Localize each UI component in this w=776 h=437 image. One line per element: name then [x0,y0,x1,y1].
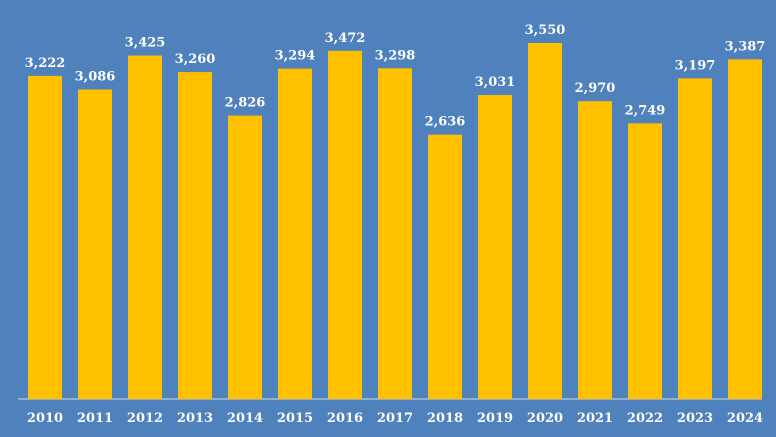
data-label-2023: 3,197 [675,58,716,73]
bar-2017 [378,68,412,399]
bar-2015 [278,68,312,399]
bar-2018 [428,134,462,399]
bar-2012 [128,55,162,399]
bar-2019 [478,95,512,399]
data-label-2014: 2,826 [225,96,266,111]
data-label-2020: 3,550 [525,23,566,38]
x-tick-label-2013: 2013 [177,411,213,426]
x-tick-label-2021: 2021 [577,411,613,426]
data-label-2010: 3,222 [25,56,66,71]
data-label-2013: 3,260 [175,52,216,67]
bar-2021 [578,101,612,399]
x-tick-label-2012: 2012 [127,411,163,426]
bar-2013 [178,72,212,399]
bar-2022 [628,123,662,400]
data-label-2022: 2,749 [625,103,666,118]
bar-2016 [328,50,362,400]
x-tick-label-2010: 2010 [27,411,63,426]
data-label-2015: 3,294 [275,49,316,64]
x-tick-label-2015: 2015 [277,411,313,426]
x-tick-label-2024: 2024 [727,411,763,426]
data-label-2016: 3,472 [325,31,366,46]
data-label-2018: 2,636 [425,115,466,130]
x-tick-label-2019: 2019 [477,411,513,426]
x-tick-label-2016: 2016 [327,411,363,426]
data-label-2021: 2,970 [575,81,616,96]
bar-2010 [28,75,62,399]
x-tick-label-2014: 2014 [227,411,263,426]
data-label-2011: 3,086 [75,70,116,85]
x-tick-label-2022: 2022 [627,411,663,426]
x-tick-label-2018: 2018 [427,411,463,426]
bar-2020 [528,43,562,399]
x-tick-label-2020: 2020 [527,411,563,426]
data-label-2017: 3,298 [375,48,416,63]
data-label-2019: 3,031 [475,75,516,90]
data-label-2012: 3,425 [125,36,166,51]
bar-2014 [228,115,262,399]
data-label-2024: 3,387 [725,39,766,54]
bar-2011 [78,89,112,399]
bar-2023 [678,78,712,399]
x-tick-label-2011: 2011 [77,411,113,426]
x-tick-label-2023: 2023 [677,411,713,426]
bar-2024 [728,59,762,399]
x-tick-label-2017: 2017 [377,411,413,426]
